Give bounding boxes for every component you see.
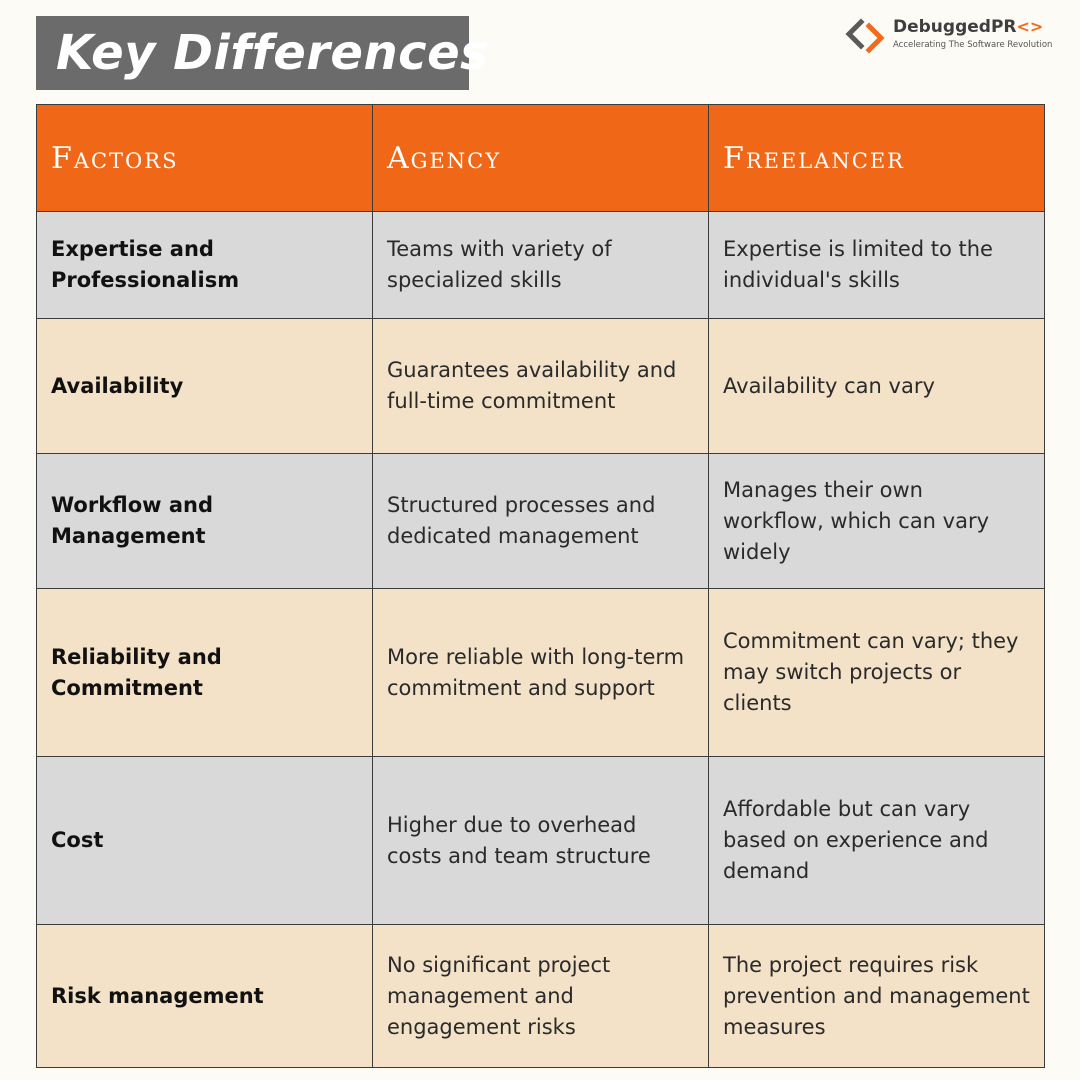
table-row: Risk management No significant project m… xyxy=(36,924,1045,1068)
agency-cell: Guarantees availability and full-time co… xyxy=(372,318,709,454)
table-row: Workflow and Management Structured proce… xyxy=(36,453,1045,589)
factor-cell: Workflow and Management xyxy=(36,453,373,589)
factor-cell: Risk management xyxy=(36,924,373,1068)
freelancer-cell: The project requires risk prevention and… xyxy=(708,924,1045,1068)
table-header-row: Factors Agency Freelancer xyxy=(36,104,1045,212)
freelancer-cell: Expertise is limited to the individual's… xyxy=(708,211,1045,319)
logo-name: DebuggedPR<> xyxy=(893,17,1043,37)
table-row: Availability Guarantees availability and… xyxy=(36,318,1045,454)
page-title: Key Differences xyxy=(56,25,490,81)
agency-cell: More reliable with long-term commitment … xyxy=(372,588,709,757)
agency-cell: Teams with variety of specialized skills xyxy=(372,211,709,319)
logo-tagline: Accelerating The Software Revolution xyxy=(893,40,1053,50)
header-agency: Agency xyxy=(372,104,709,212)
agency-cell: Higher due to overhead costs and team st… xyxy=(372,756,709,925)
logo-name-text: DebuggedPR xyxy=(893,17,1017,37)
table-row: Cost Higher due to overhead costs and te… xyxy=(36,756,1045,925)
brand-logo: DebuggedPR<> Accelerating The Software R… xyxy=(845,16,1055,56)
agency-cell: No significant project management and en… xyxy=(372,924,709,1068)
agency-cell: Structured processes and dedicated manag… xyxy=(372,453,709,589)
logo-code-suffix: <> xyxy=(1016,17,1044,36)
freelancer-cell: Availability can vary xyxy=(708,318,1045,454)
freelancer-cell: Commitment can vary; they may switch pro… xyxy=(708,588,1045,757)
factor-cell: Availability xyxy=(36,318,373,454)
factor-cell: Expertise and Professionalism xyxy=(36,211,373,319)
factor-cell: Reliability and Commitment xyxy=(36,588,373,757)
freelancer-cell: Affordable but can vary based on experie… xyxy=(708,756,1045,925)
code-brackets-icon xyxy=(845,18,885,54)
table-row: Expertise and Professionalism Teams with… xyxy=(36,211,1045,319)
header-freelancer: Freelancer xyxy=(708,104,1045,212)
table-row: Reliability and Commitment More reliable… xyxy=(36,588,1045,757)
header-factors: Factors xyxy=(36,104,373,212)
freelancer-cell: Manages their own workflow, which can va… xyxy=(708,453,1045,589)
title-banner: Key Differences xyxy=(36,16,489,90)
comparison-table: Factors Agency Freelancer Expertise and … xyxy=(36,104,1045,1068)
factor-cell: Cost xyxy=(36,756,373,925)
